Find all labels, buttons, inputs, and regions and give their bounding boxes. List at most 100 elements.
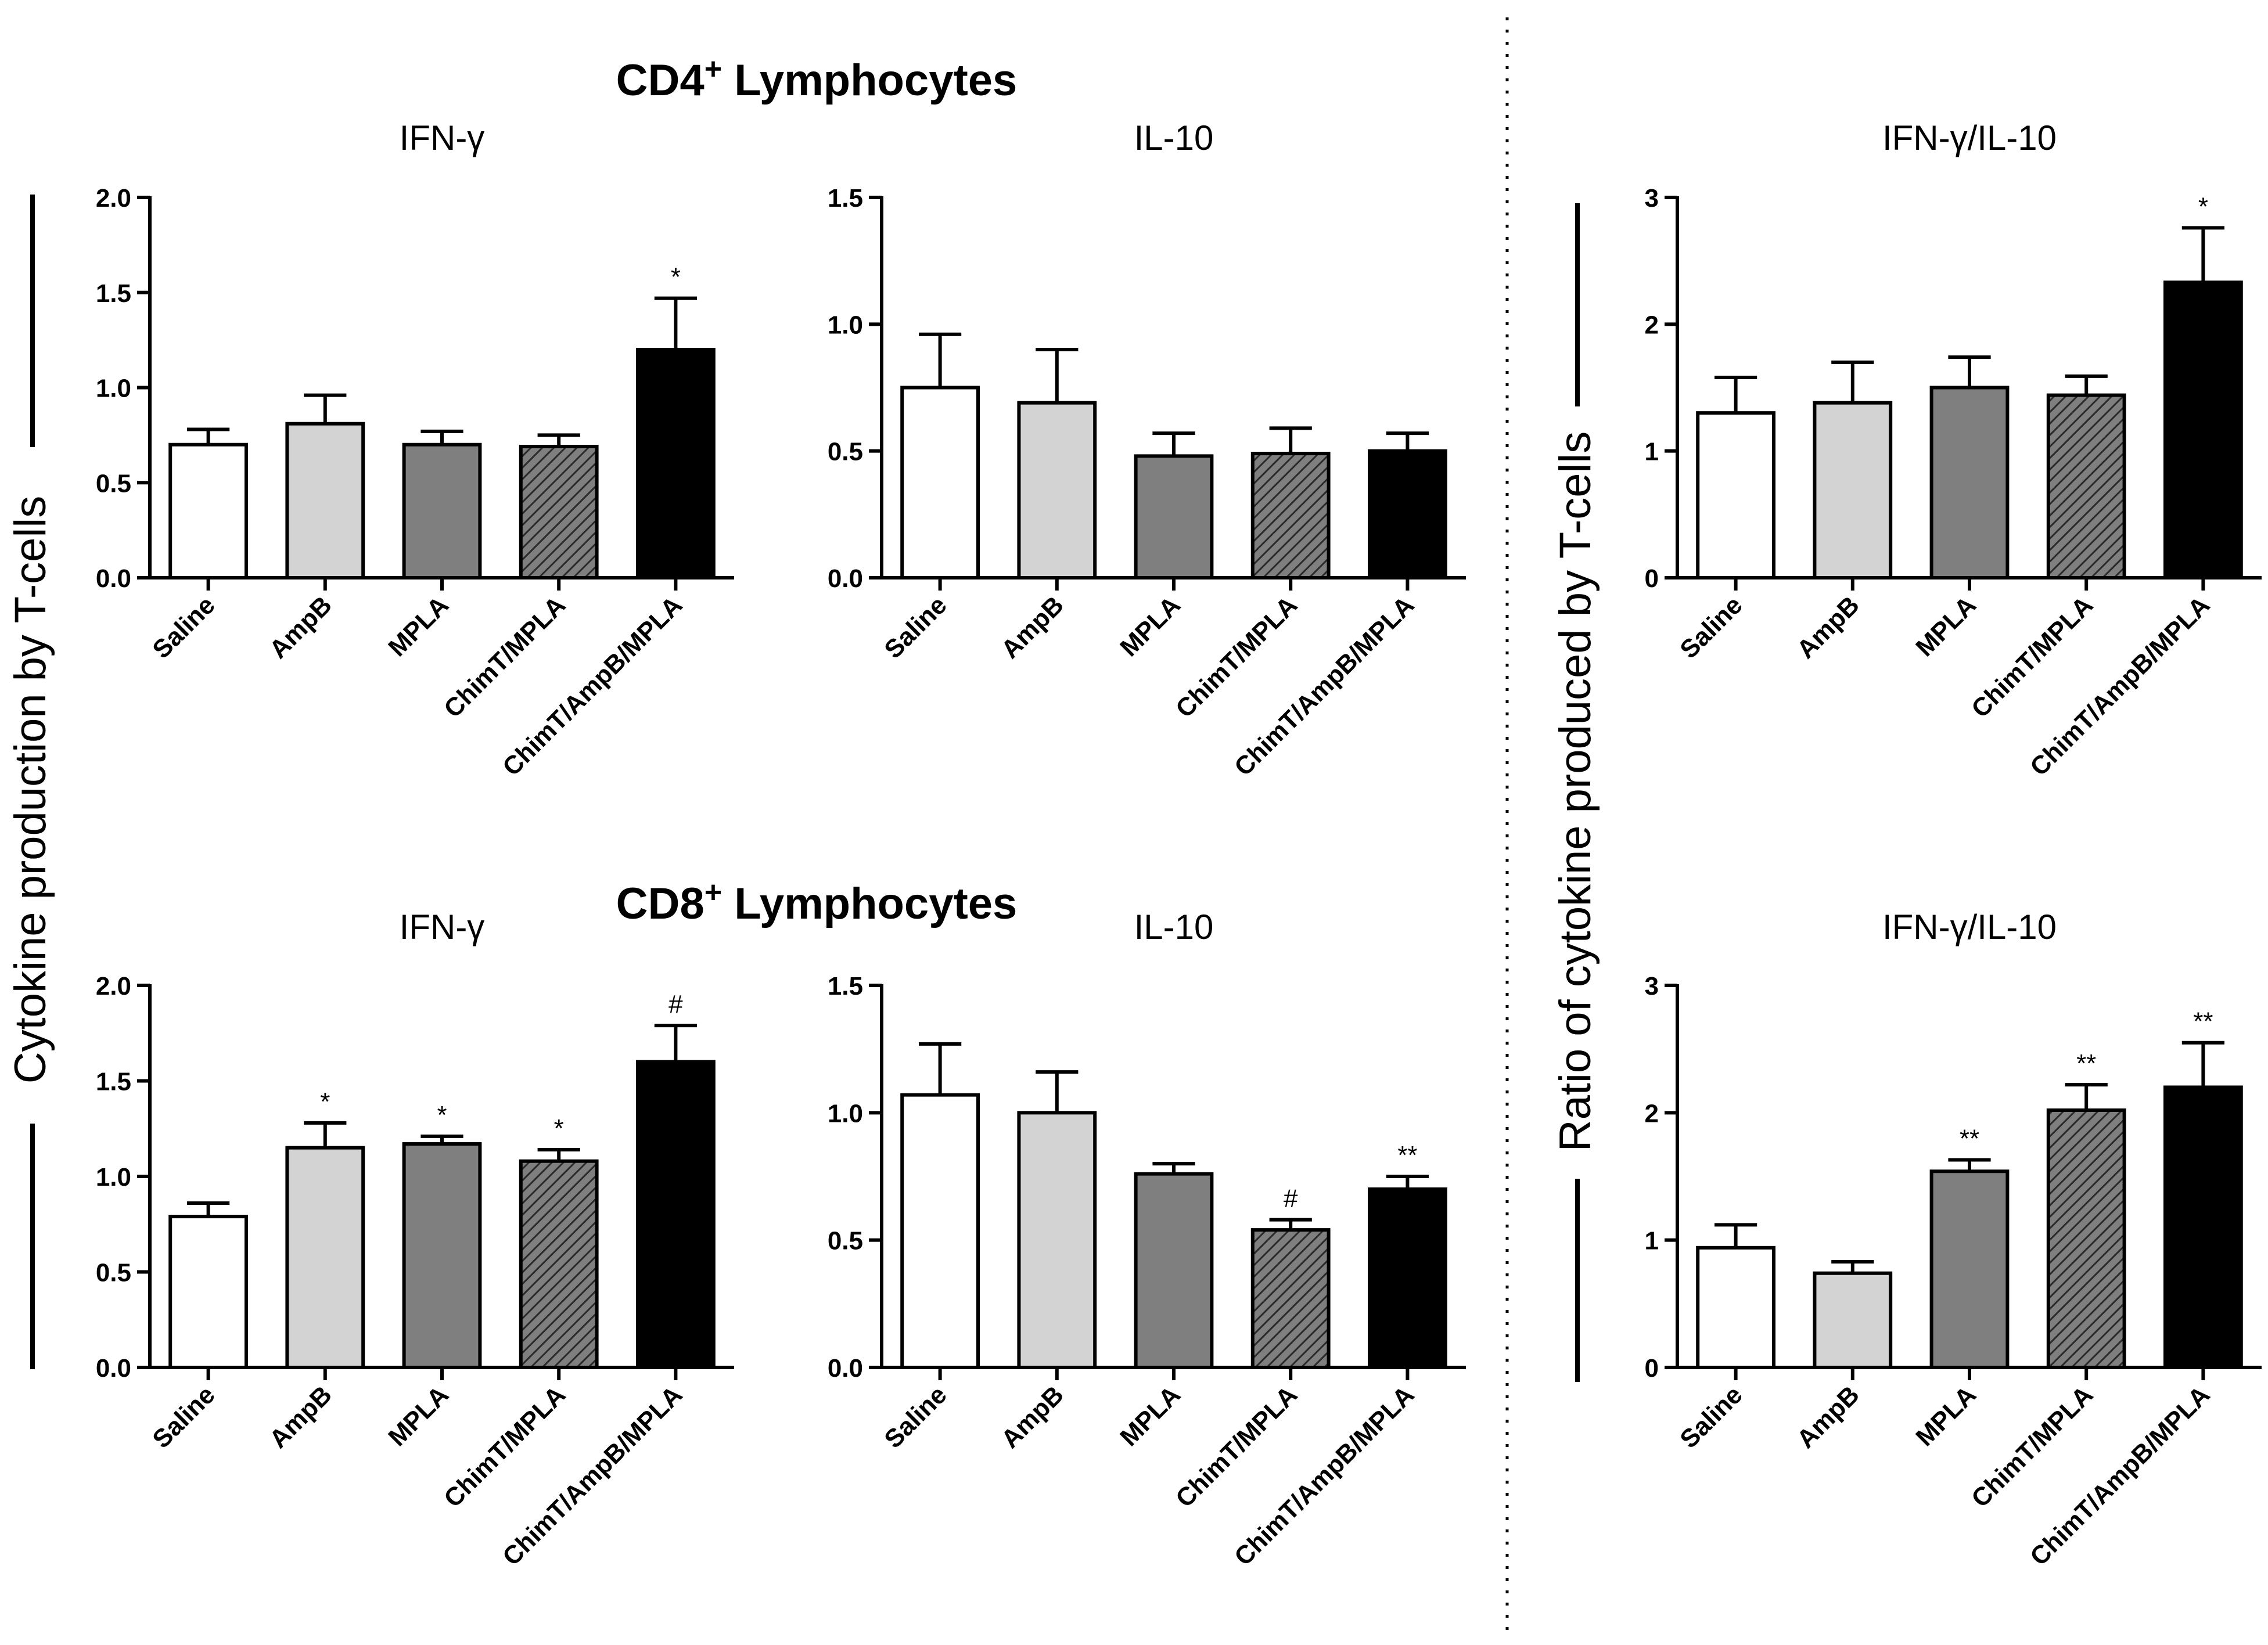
y-tick-label: 0.5 (828, 1227, 863, 1255)
significance-marker: ** (2193, 1007, 2213, 1036)
bar (402, 1142, 482, 1369)
x-tick-label: MPLA (383, 1380, 454, 1452)
bar (1929, 386, 2010, 579)
significance-marker: * (2198, 192, 2208, 221)
x-tick-label: AmpB (996, 1380, 1069, 1453)
x-tick-label: ChimT/MPLA (1966, 591, 2098, 723)
significance-marker: * (671, 263, 681, 291)
bar (1250, 1228, 1331, 1370)
section-title-cd8: CD8+ Lymphocytes (616, 876, 1018, 928)
x-tick-label: Saline (147, 1380, 220, 1453)
bar (1250, 452, 1331, 579)
x-tick-label: MPLA (1910, 591, 1982, 662)
significance-marker: ** (1960, 1124, 1979, 1153)
chart-cd8-il10: IL-10 0.0 0.5 1.0 1.5 Saline AmpB MPLAChimT/MPL… (828, 908, 1466, 1571)
bar (168, 1215, 248, 1370)
significance-marker: # (668, 990, 683, 1018)
y-tick-label: 0.0 (96, 1354, 131, 1383)
right-ylabel: Ratio of cytokine produced by T-cells (1551, 431, 1600, 1152)
bar (2163, 280, 2243, 579)
y-tick-label: 1.0 (828, 1099, 863, 1128)
bar (1813, 401, 1893, 579)
bar (285, 422, 365, 579)
x-tick-label: ChimT/MPLA (438, 591, 571, 723)
y-tick-label: 0.0 (96, 564, 131, 593)
y-tick-label: 1.0 (96, 375, 131, 403)
x-tick-label: Saline (879, 1380, 952, 1453)
x-tick-label: ChimT/MPLA (1170, 1380, 1303, 1513)
x-tick-label: ChimT/MPLA (438, 1380, 571, 1513)
x-tick-label: ChimT/MPLA (1170, 591, 1303, 723)
significance-marker: # (1284, 1185, 1298, 1213)
bar (636, 1060, 716, 1369)
y-tick-label: 1.0 (828, 311, 863, 339)
y-tick-label: 0.5 (828, 438, 863, 466)
x-tick-label: AmpB (996, 591, 1069, 664)
bar (1017, 1111, 1097, 1370)
significance-marker: ** (2076, 1049, 2096, 1078)
x-tick-label: AmpB (1792, 591, 1865, 664)
x-tick-label: Saline (879, 591, 952, 664)
bar (1813, 1271, 1893, 1370)
left-ylabel: Cytokine production by T-cells (6, 496, 55, 1084)
y-tick-label: 2 (1645, 311, 1659, 339)
x-tick-label: AmpB (1792, 1380, 1865, 1453)
y-tick-label: 0 (1645, 1354, 1659, 1383)
x-tick-label: Saline (1674, 591, 1748, 664)
y-tick-label: 3 (1645, 972, 1659, 1000)
chart-cd4-il10: IL-10 0.0 0.5 1.0 1.5 Saline AmpB MPLAChimT/MPL… (828, 118, 1466, 782)
x-tick-label: AmpB (264, 591, 337, 664)
bar (900, 386, 980, 579)
chart-title: IFN-γ (400, 118, 485, 157)
y-tick-label: 0.0 (828, 564, 863, 593)
y-tick-label: 0.5 (96, 469, 131, 498)
y-tick-label: 1.5 (828, 184, 863, 213)
bar (1696, 411, 1775, 580)
y-tick-label: 1 (1645, 1227, 1659, 1255)
x-tick-label: AmpB (264, 1380, 337, 1453)
chart-title: IFN-γ/IL-10 (1882, 908, 2057, 946)
bar (402, 442, 482, 579)
section-title-cd4: CD4+ Lymphocytes (616, 52, 1018, 105)
y-tick-label: 2 (1645, 1099, 1659, 1128)
bar (900, 1093, 980, 1370)
bar (1368, 1187, 1447, 1370)
y-tick-label: 1 (1645, 438, 1659, 466)
y-tick-label: 1.5 (96, 1068, 131, 1096)
chart-title: IFN-γ (400, 908, 485, 946)
bar (519, 1159, 599, 1370)
y-tick-label: 1.5 (96, 279, 131, 308)
significance-marker: * (437, 1101, 447, 1129)
bar (1929, 1169, 2010, 1370)
bar (2046, 393, 2126, 579)
chart-title: IL-10 (1134, 908, 1214, 946)
bar (636, 348, 716, 579)
y-tick-label: 2.0 (96, 184, 131, 213)
chart-title: IFN-γ/IL-10 (1882, 118, 2057, 157)
bar (2163, 1085, 2243, 1369)
y-tick-label: 1.0 (96, 1163, 131, 1192)
bar (2046, 1108, 2126, 1369)
x-tick-label: MPLA (1115, 1380, 1186, 1452)
chart-cd8-ifng: IFN-γ 0.0 0.5 1.0 1.5 2.0 Saline AmpB * MPLA * Chim… (96, 908, 734, 1571)
bar (1134, 454, 1214, 580)
bar (1017, 401, 1097, 579)
significance-marker: * (554, 1114, 564, 1143)
chart-cd8-ratio: IFN-γ/IL-10 0 1 2 3 Saline AmpB MPLA ** ChimT/MPL… (1645, 908, 2262, 1571)
bar (168, 442, 248, 579)
y-tick-label: 1.5 (828, 972, 863, 1000)
x-tick-label: MPLA (1910, 1380, 1982, 1452)
x-tick-label: Saline (147, 591, 220, 664)
chart-title: IL-10 (1134, 118, 1214, 157)
x-tick-label: MPLA (383, 591, 454, 662)
y-tick-label: 0 (1645, 564, 1659, 593)
significance-marker: * (320, 1088, 330, 1116)
bar (519, 445, 599, 580)
y-tick-label: 0.0 (828, 1354, 863, 1383)
bar (1368, 449, 1447, 580)
y-tick-label: 3 (1645, 184, 1659, 213)
x-tick-label: MPLA (1115, 591, 1186, 662)
bar (1134, 1172, 1214, 1369)
